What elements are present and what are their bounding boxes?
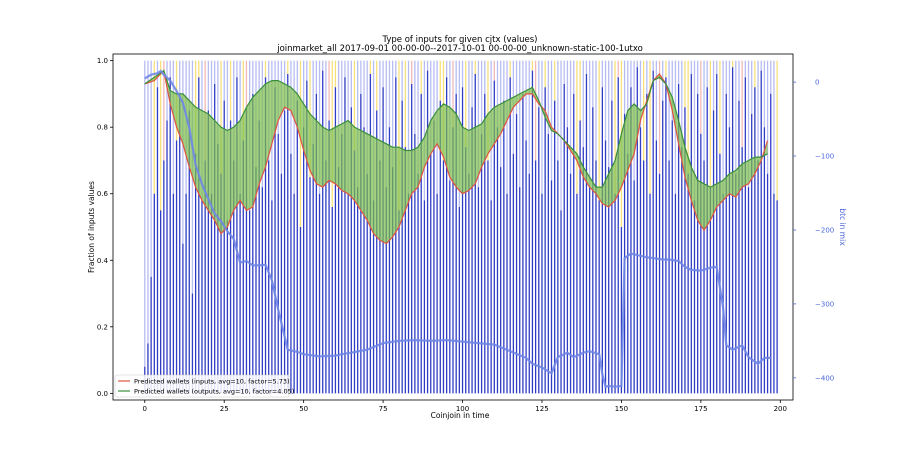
- x-tick-label: 200: [774, 405, 787, 413]
- plot-frame: [112, 53, 794, 401]
- chart-subtitle: joinmarket_all 2017-09-01 00-00-00--2017…: [276, 44, 643, 54]
- y-tick-label: 0.2: [97, 323, 108, 331]
- between-fill: [144, 70, 768, 244]
- area-fill-layer: [144, 70, 768, 244]
- legend-label-outputs: Predicted wallets (outputs, avg=10, fact…: [134, 388, 294, 396]
- x-tick-label: 50: [299, 405, 308, 413]
- y-axis-label: Fraction of inputs values: [87, 181, 96, 273]
- y-tick-label: 0.4: [97, 257, 109, 265]
- y2-tick-label: −200: [815, 226, 834, 234]
- x-tick-label: 0: [143, 405, 147, 413]
- y-tick-label: 1.0: [97, 57, 108, 65]
- y-axis: 0.0 0.2 0.4 0.6 0.8 1.0: [97, 57, 113, 398]
- y2-tick-label: 0: [815, 79, 819, 87]
- y-tick-label: 0.6: [97, 190, 109, 198]
- y-tick-label: 0.0: [97, 390, 108, 398]
- chart-title: Type of inputs for given cjtx (values): [382, 35, 538, 45]
- legend: Predicted wallets (inputs, avg=10, facto…: [114, 374, 294, 398]
- bar-layer: [144, 60, 778, 394]
- y2-tick-label: −100: [815, 153, 834, 161]
- legend-box: [114, 374, 290, 398]
- x-tick-label: 125: [535, 405, 548, 413]
- y2-tick-label: −400: [815, 374, 834, 382]
- x-tick-label: 100: [456, 405, 469, 413]
- x-axis-label: Coinjoin in time: [431, 411, 490, 420]
- x-tick-label: 150: [615, 405, 628, 413]
- y2-axis-label: btc in mix: [838, 208, 847, 246]
- line-layer: [144, 69, 771, 389]
- x-tick-label: 75: [379, 405, 388, 413]
- y-tick-label: 0.8: [97, 124, 108, 132]
- x-tick-label: 175: [694, 405, 707, 413]
- x-axis: 0 25 50 75 100 125 150 175 200: [143, 400, 787, 413]
- legend-label-inputs: Predicted wallets (inputs, avg=10, facto…: [134, 378, 290, 386]
- x-tick-label: 25: [220, 405, 229, 413]
- y2-tick-label: −300: [815, 300, 834, 308]
- series-line-outputs: [144, 69, 768, 188]
- y2-axis: 0 −100 −200 −300 −400: [793, 79, 834, 382]
- series-line-btc-in-mix: [144, 69, 771, 389]
